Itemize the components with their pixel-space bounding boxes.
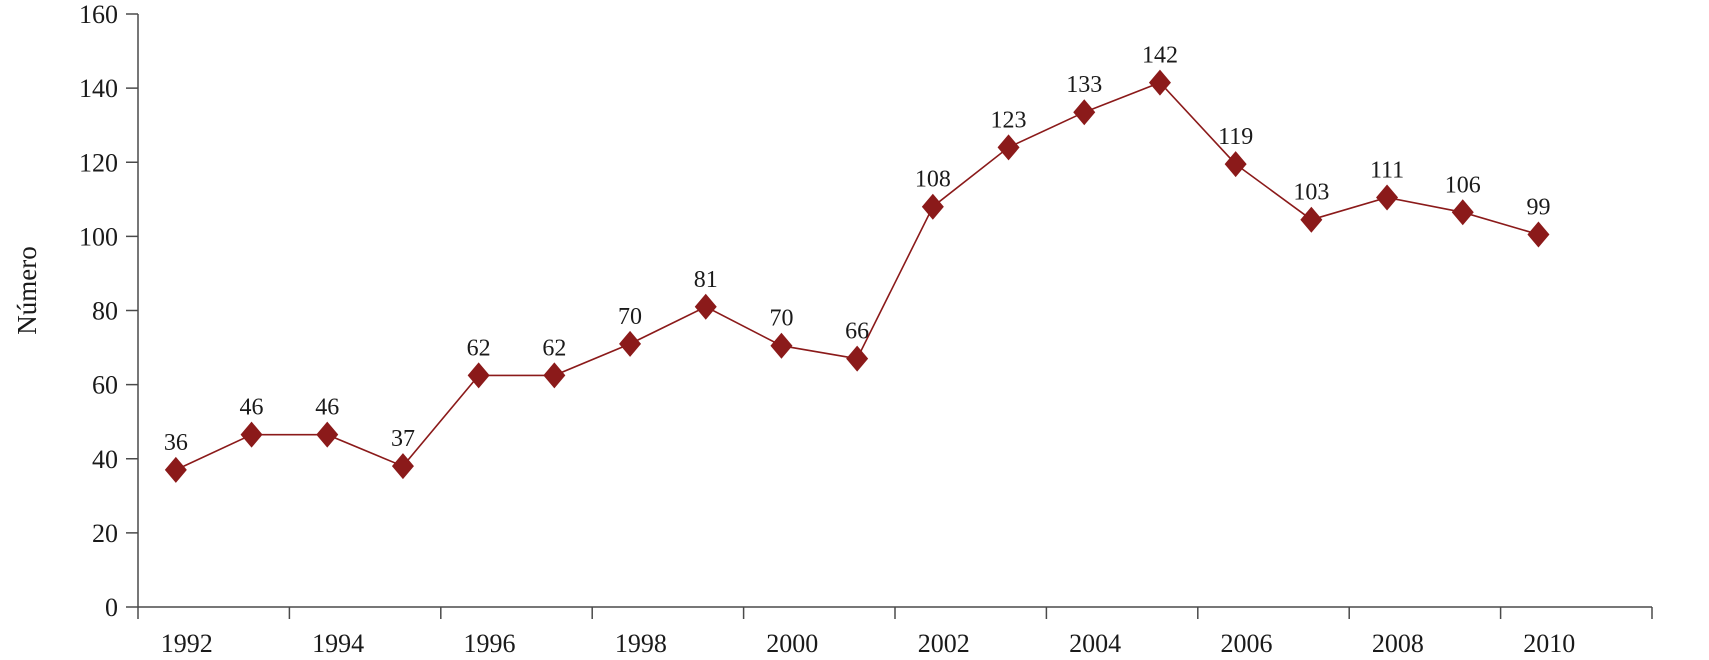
y-tick-label: 20 — [92, 519, 118, 548]
data-label: 37 — [391, 426, 415, 452]
data-point-marker — [316, 421, 339, 448]
x-tick-label: 1996 — [464, 629, 516, 658]
x-tick-label: 1992 — [161, 629, 213, 658]
y-tick-label: 0 — [105, 593, 118, 622]
x-tick-label: 1998 — [615, 629, 667, 658]
data-label: 70 — [769, 306, 793, 332]
data-label: 111 — [1370, 157, 1404, 183]
data-label: 70 — [618, 304, 642, 330]
data-label: 66 — [845, 319, 869, 345]
data-point-marker — [1073, 99, 1096, 126]
data-point-marker — [1148, 69, 1171, 96]
data-point-marker — [997, 134, 1020, 161]
y-tick-label: 120 — [79, 148, 118, 177]
x-tick-label: 1994 — [312, 629, 364, 658]
x-tick-label: 2010 — [1523, 629, 1575, 658]
data-label: 142 — [1142, 43, 1178, 69]
data-point-marker — [619, 330, 642, 357]
data-label: 103 — [1293, 180, 1329, 206]
y-tick-label: 40 — [92, 445, 118, 474]
x-tick-label: 2000 — [766, 629, 818, 658]
data-label: 62 — [542, 335, 566, 361]
y-tick-label: 60 — [92, 371, 118, 400]
data-label: 81 — [694, 267, 718, 293]
data-point-marker — [467, 362, 490, 389]
axes: 0 20 40 60 80 100 120 140 160 1992 1994 1996 1998 200… — [79, 0, 1653, 658]
series-line — [175, 81, 1539, 471]
data-label: 119 — [1218, 124, 1253, 150]
data-point-marker — [1451, 199, 1474, 226]
data-label: 123 — [991, 107, 1027, 133]
data-point-marker — [543, 362, 566, 389]
data-point-marker — [770, 332, 793, 359]
data-point-marker — [921, 193, 944, 220]
data-point-marker — [1224, 151, 1247, 178]
x-tick-label: 2002 — [918, 629, 970, 658]
data-point-marker — [1376, 184, 1399, 211]
data-point-marker — [1300, 206, 1323, 233]
data-label: 46 — [240, 395, 264, 421]
y-tick-label: 140 — [79, 74, 118, 103]
data-label: 99 — [1526, 195, 1550, 221]
y-tick-label: 80 — [92, 297, 118, 326]
data-label: 62 — [467, 335, 491, 361]
x-tick-label: 2008 — [1372, 629, 1424, 658]
data-label: 36 — [164, 430, 188, 456]
y-tick-label: 160 — [79, 0, 118, 29]
x-tick-label: 2004 — [1069, 629, 1121, 658]
data-point-marker — [694, 293, 717, 320]
data-label: 46 — [315, 395, 339, 421]
data-point-marker — [391, 453, 414, 480]
data-label: 106 — [1445, 172, 1481, 198]
y-axis-title: Número — [12, 246, 42, 334]
data-point-marker — [846, 345, 869, 372]
data-point-marker — [1527, 221, 1550, 248]
y-tick-label: 100 — [79, 222, 118, 251]
data-point-marker — [240, 421, 263, 448]
data-label: 133 — [1066, 72, 1102, 98]
data-point-marker — [164, 456, 187, 483]
series-layer: 36 46 46 37 62 62 70 81 70 66 108 123 133 142 119 103 11… — [164, 43, 1550, 483]
x-tick-label: 2006 — [1221, 629, 1273, 658]
data-label: 108 — [915, 167, 951, 193]
